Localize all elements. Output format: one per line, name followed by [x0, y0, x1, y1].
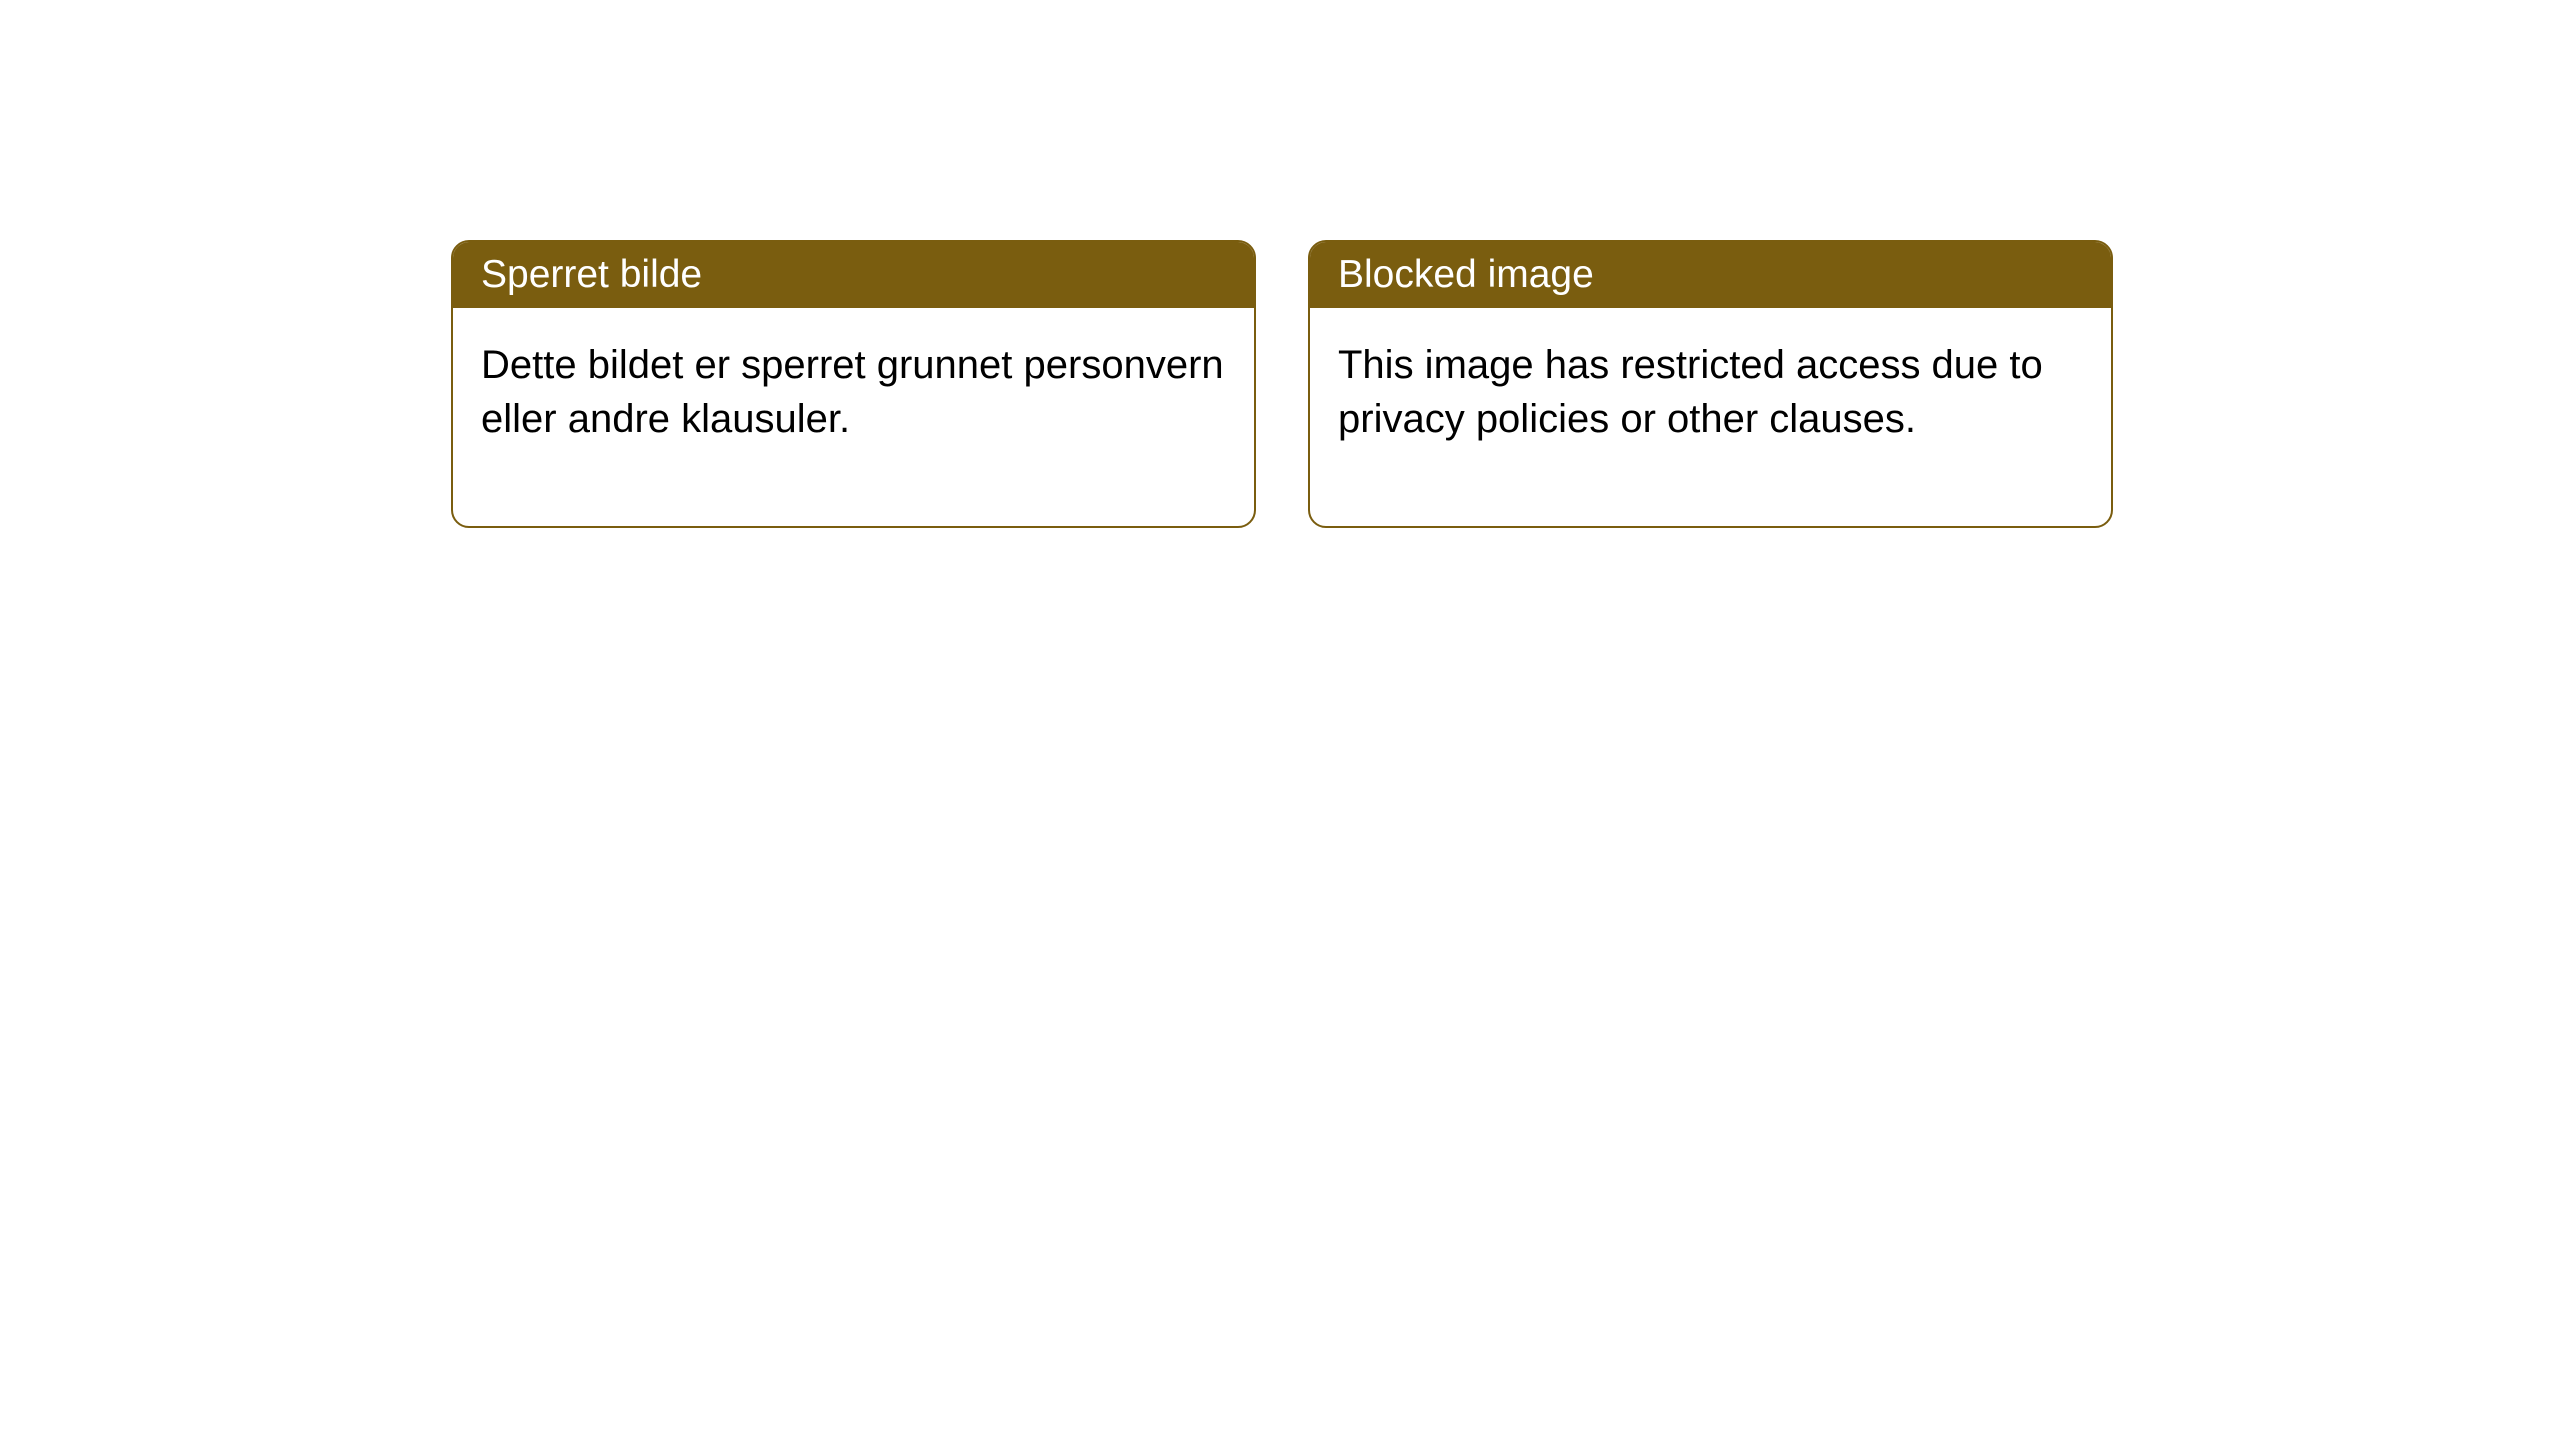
card-body-text: This image has restricted access due to …	[1338, 343, 2043, 441]
card-header: Sperret bilde	[453, 242, 1254, 308]
card-body: Dette bildet er sperret grunnet personve…	[453, 308, 1254, 526]
card-body: This image has restricted access due to …	[1310, 308, 2111, 526]
notice-card-english: Blocked image This image has restricted …	[1308, 240, 2113, 528]
notice-container: Sperret bilde Dette bildet er sperret gr…	[451, 240, 2113, 528]
card-body-text: Dette bildet er sperret grunnet personve…	[481, 343, 1224, 441]
card-header: Blocked image	[1310, 242, 2111, 308]
card-title: Sperret bilde	[481, 253, 702, 296]
card-title: Blocked image	[1338, 253, 1594, 296]
notice-card-norwegian: Sperret bilde Dette bildet er sperret gr…	[451, 240, 1256, 528]
